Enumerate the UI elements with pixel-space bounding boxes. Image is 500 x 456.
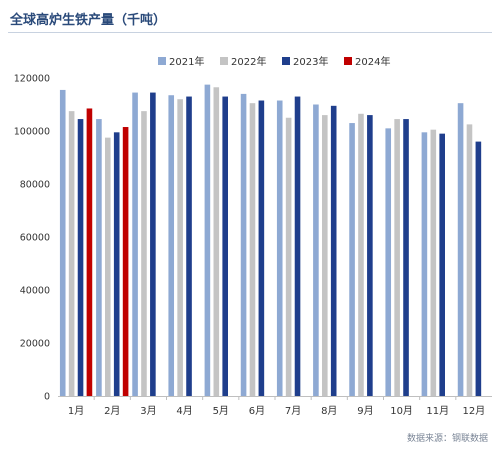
legend-swatch <box>220 57 228 65</box>
y-tick-label: 60000 <box>20 233 50 244</box>
bar <box>96 119 102 396</box>
x-tick-label: 2月 <box>104 405 120 417</box>
y-tick-label: 20000 <box>20 339 50 350</box>
legend-label: 2022年 <box>231 55 266 68</box>
bar <box>294 96 301 397</box>
chart-area: 2021年 2022年 2023年 2024年 0 20000 40000 60000 8000… <box>0 40 500 432</box>
bar <box>367 115 373 396</box>
bar <box>439 133 445 396</box>
x-tick-label: 7月 <box>285 405 301 417</box>
bar <box>122 127 129 397</box>
title-divider <box>8 32 492 33</box>
bar <box>276 100 283 396</box>
bar <box>132 92 138 396</box>
bar-chart: 2021年 2022年 2023年 2024年 0 20000 40000 60000 8000… <box>14 55 492 417</box>
bar <box>150 92 156 396</box>
chart-title: 全球高炉生铁产量（千吨） <box>10 13 167 28</box>
x-tick-label: 8月 <box>321 405 337 417</box>
bar <box>285 117 292 396</box>
y-tick-label: 40000 <box>20 286 50 297</box>
bar <box>313 104 319 396</box>
bar <box>322 115 328 396</box>
legend-label: 2023年 <box>293 55 328 68</box>
bar <box>258 100 265 396</box>
bar <box>213 87 220 396</box>
bar <box>59 89 66 397</box>
bar <box>68 111 75 397</box>
legend: 2021年 2022年 2023年 2024年 <box>158 55 390 68</box>
x-tick-label: 11月 <box>426 405 449 417</box>
x-tick-label: 9月 <box>357 405 373 417</box>
bar <box>349 123 355 397</box>
legend-label: 2024年 <box>355 55 390 68</box>
bar <box>403 119 409 396</box>
y-tick-label: 0 <box>44 392 50 403</box>
bar <box>421 132 428 396</box>
y-tick-label: 80000 <box>20 180 50 191</box>
bar <box>222 96 228 397</box>
bar <box>141 111 147 397</box>
legend-swatch <box>282 57 290 65</box>
title-bar: 全球高炉生铁产量（千吨） <box>0 0 500 34</box>
bar <box>394 119 400 396</box>
bar <box>430 129 437 396</box>
legend-swatch <box>344 57 352 65</box>
bar <box>475 141 482 396</box>
y-tick-label: 100000 <box>14 127 50 138</box>
y-tick-label: 120000 <box>14 74 50 85</box>
legend-label: 2021年 <box>169 55 204 68</box>
y-axis: 0 20000 40000 60000 80000 100000 120000 <box>14 74 50 403</box>
x-tick-label: 10月 <box>390 405 413 417</box>
bar <box>77 119 84 396</box>
x-tick-label: 3月 <box>140 405 156 417</box>
legend-swatch <box>158 57 166 65</box>
x-tick-label: 1月 <box>68 405 84 417</box>
bar <box>466 124 473 397</box>
bar <box>177 99 183 396</box>
bars <box>59 84 482 397</box>
bar <box>168 95 175 397</box>
bar <box>358 113 364 396</box>
x-tick-label: 6月 <box>249 405 265 417</box>
bar <box>105 137 111 397</box>
x-tick-label: 5月 <box>213 405 229 417</box>
bar <box>113 132 120 396</box>
x-tick-label: 4月 <box>176 405 192 417</box>
x-tick-label: 12月 <box>463 405 486 417</box>
bar <box>385 128 392 396</box>
bar <box>86 108 93 396</box>
bar <box>249 103 256 397</box>
source-note: 数据来源：钢联数据 <box>406 434 488 444</box>
bar <box>240 93 247 397</box>
bar <box>204 84 211 397</box>
bar <box>330 105 337 396</box>
bar <box>457 103 464 397</box>
bar <box>186 96 192 397</box>
